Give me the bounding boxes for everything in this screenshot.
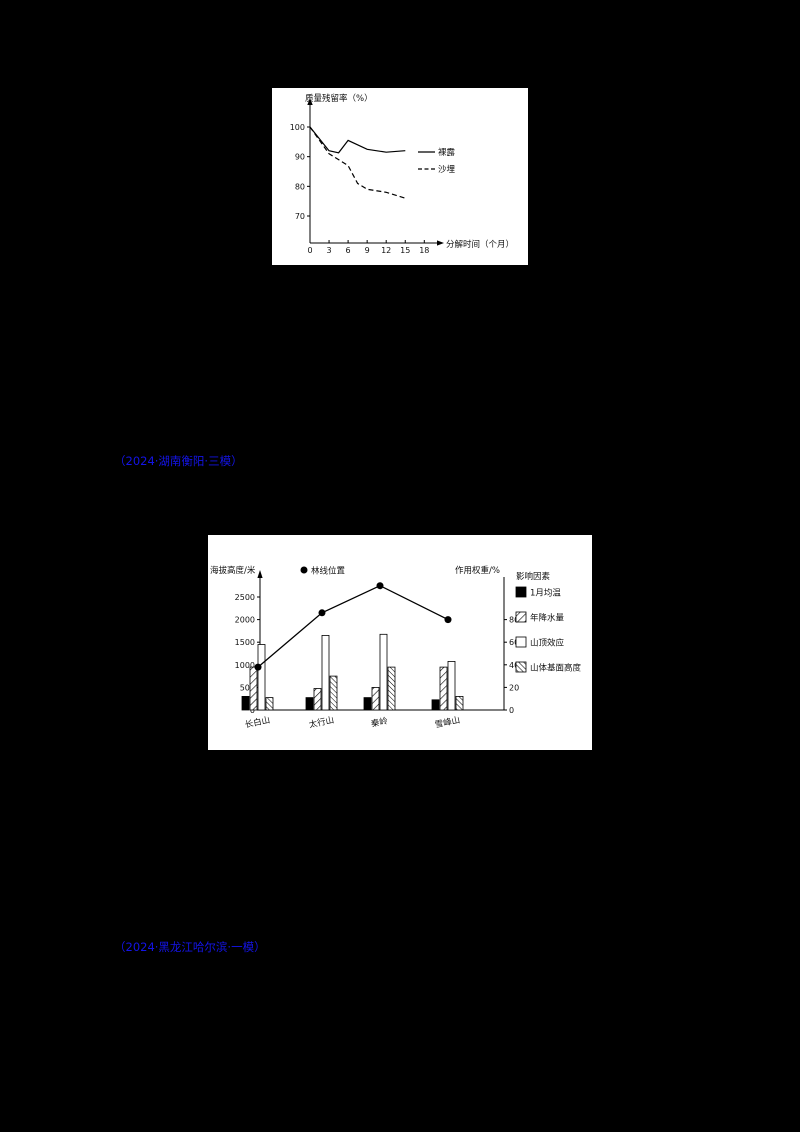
x-tick-label: 18 xyxy=(419,246,429,255)
bar-diagonal-hatch xyxy=(371,686,380,711)
left-axis-title: 海拔高度/米 xyxy=(210,565,256,576)
x-tick-label: 3 xyxy=(327,246,332,255)
bar-dense-hatch xyxy=(329,675,338,711)
treeline-dot xyxy=(254,663,262,671)
y-tick-label: 80 xyxy=(295,182,305,191)
right-tick-label: 0 xyxy=(509,706,514,715)
y-axis-arrow-icon xyxy=(307,98,313,105)
left-tick-label: 500 xyxy=(240,683,255,692)
bar-solid-black xyxy=(431,699,440,711)
factor-legend-label: 年降水量 xyxy=(530,613,565,624)
treeline-line xyxy=(257,584,449,668)
bar-solid-black xyxy=(363,697,372,711)
bar-diagonal-hatch xyxy=(249,666,258,711)
category-label: 秦岭 xyxy=(370,715,389,729)
bar-dense-hatch xyxy=(455,695,464,711)
left-tick-label: 2000 xyxy=(235,616,255,625)
factor-legend-label: 山顶效应 xyxy=(530,638,565,649)
y-tick-label: 100 xyxy=(290,123,305,132)
treeline-combo-chart: 海拔高度/米 作用权重/% 林线位置 0 500 1000 1500 2000 2500 0 20 4… xyxy=(210,565,582,731)
bar-solid-black xyxy=(241,695,250,711)
right-tick-label: 80 xyxy=(509,616,519,625)
left-tick-label: 2500 xyxy=(235,593,255,602)
x-axis-arrow-icon xyxy=(437,240,444,246)
treeline-dot xyxy=(376,582,384,590)
category-label: 太行山 xyxy=(308,715,335,731)
question-source-link-2[interactable]: （2024·黑龙江哈尔滨·一模） xyxy=(114,940,266,954)
factor-legend-title: 影响因素 xyxy=(516,571,551,582)
bar-white xyxy=(321,635,330,711)
right-tick-label: 60 xyxy=(509,638,519,647)
category-label: 雪峰山 xyxy=(434,715,461,731)
decomposition-chart-figure: 质量残留率（%） 分解时间（个月） 100 90 80 70 0 3 6 9 12 15 18 裸露沙埋 xyxy=(272,88,528,265)
bar-white xyxy=(447,661,456,711)
y-axis-title: 质量残留率（%） xyxy=(305,93,373,104)
legend-label: 裸露 xyxy=(438,147,456,158)
bar-dense-hatch xyxy=(265,697,274,711)
x-axis-title: 分解时间（个月） xyxy=(446,239,514,250)
treeline-chart-figure: 海拔高度/米 作用权重/% 林线位置 0 500 1000 1500 2000 2500 0 20 4… xyxy=(208,535,592,750)
bar-diagonal-hatch xyxy=(439,666,448,711)
right-tick-label: 20 xyxy=(509,683,519,692)
treeline-dot xyxy=(444,616,452,624)
bar-diagonal-hatch xyxy=(313,688,322,711)
x-tick-label: 15 xyxy=(400,246,410,255)
left-axis-arrow-icon xyxy=(257,570,263,578)
left-tick-label: 1500 xyxy=(235,638,255,647)
bar-white xyxy=(379,633,388,711)
bar-dense-hatch xyxy=(387,666,396,711)
legend-label: 沙埋 xyxy=(438,164,456,175)
series-line-2 xyxy=(309,126,406,199)
bar-solid-black xyxy=(305,697,314,711)
y-tick-label: 90 xyxy=(295,153,305,162)
y-tick-label: 70 xyxy=(295,212,305,221)
x-tick-label: 9 xyxy=(365,246,370,255)
series-line-1 xyxy=(309,126,406,154)
x-tick-label: 0 xyxy=(307,246,312,255)
factor-legend-label: 1月均温 xyxy=(530,588,561,599)
factor-legend-swatch xyxy=(515,611,527,623)
bar-white xyxy=(257,644,266,711)
factor-legend-label: 山体基面高度 xyxy=(530,663,582,674)
right-tick-label: 40 xyxy=(509,661,519,670)
treeline-legend-dot-icon xyxy=(300,566,308,574)
treeline-dot xyxy=(318,609,326,617)
factor-legend-swatch xyxy=(515,636,527,648)
question-source-link-1[interactable]: （2024·湖南衡阳·三模） xyxy=(114,454,243,468)
right-axis-title: 作用权重/% xyxy=(455,565,500,576)
treeline-legend-label: 林线位置 xyxy=(311,566,346,577)
factor-legend-swatch xyxy=(515,586,527,598)
x-tick-label: 6 xyxy=(346,246,351,255)
left-tick-label: 0 xyxy=(250,706,255,715)
factor-legend-swatch xyxy=(515,661,527,673)
x-tick-label: 12 xyxy=(381,246,391,255)
left-tick-label: 1000 xyxy=(235,661,255,670)
category-label: 长白山 xyxy=(244,715,271,731)
